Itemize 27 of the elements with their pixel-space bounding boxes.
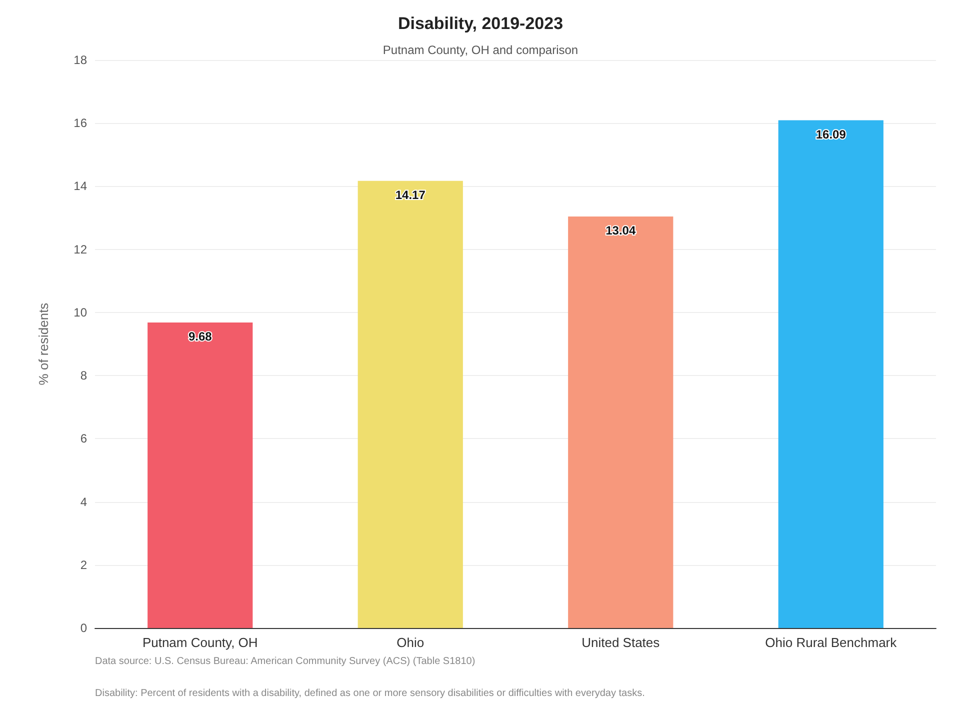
y-axis-title: % of residents <box>36 302 51 386</box>
y-tick-label: 8 <box>80 368 88 383</box>
data-label: 14.17 <box>395 188 426 202</box>
x-tick-label: Ohio Rural Benchmark <box>765 635 898 650</box>
y-tick-label: 16 <box>74 116 88 130</box>
x-tick-label: Ohio <box>396 635 424 650</box>
y-tick-label: 10 <box>74 305 88 320</box>
data-label: 16.09 <box>816 127 846 142</box>
bar <box>358 180 463 628</box>
y-tick-label: 4 <box>80 494 88 509</box>
data-label: 13.04 <box>606 224 636 238</box>
bar <box>568 216 674 628</box>
bar <box>148 322 253 628</box>
y-tick-label: 2 <box>80 558 88 572</box>
chart-title: Disability, 2019-2023 <box>398 14 564 33</box>
y-tick-label: 14 <box>74 179 88 194</box>
chart-subtitle: Putnam County, OH and comparison <box>382 43 578 57</box>
y-tick-label: 12 <box>74 242 88 256</box>
x-tick-label: Putnam County, OH <box>142 635 258 650</box>
source-note: Data source: U.S. Census Bureau: American Community Survey (ACS) (Table S1810) <box>95 656 476 667</box>
x-tick-label: United States <box>582 635 660 650</box>
text: Disability: Percent of residents with a disability, defined as one or more sensory disabilities or difficulties with everyday tasks. <box>95 688 645 699</box>
y-tick-label: 0 <box>80 621 88 635</box>
data-label: 9.68 <box>188 330 212 344</box>
bar <box>778 120 884 628</box>
y-tick-label: 6 <box>80 432 88 446</box>
y-tick-label: 18 <box>74 53 88 67</box>
